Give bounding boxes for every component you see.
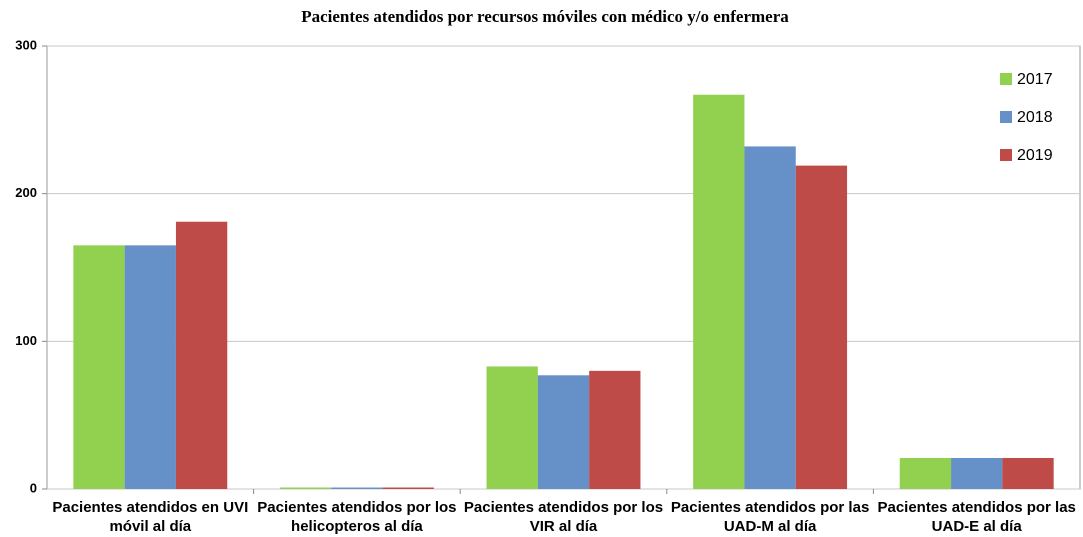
bar xyxy=(1002,457,1054,489)
y-tick-label: 200 xyxy=(15,185,37,200)
x-tick-label: Pacientes atendidos por las UAD-M al día xyxy=(670,499,870,535)
bar xyxy=(486,366,538,489)
bar xyxy=(795,165,848,490)
bar xyxy=(589,370,641,489)
x-tick-label: Pacientes atendidos por las UAD-E al día xyxy=(877,499,1076,535)
x-tick-label: Pacientes atendidos en UVI móvil al día xyxy=(52,499,249,535)
y-tick-label: 0 xyxy=(30,480,37,495)
bar xyxy=(124,245,176,489)
legend-label: 2017 xyxy=(1017,71,1053,88)
bar xyxy=(951,457,1003,489)
bar xyxy=(73,245,125,489)
legend-label: 2019 xyxy=(1017,147,1053,164)
bar xyxy=(537,375,590,489)
x-tick-label: Pacientes atendidos por los VIR al día xyxy=(463,499,664,535)
bar xyxy=(279,487,332,489)
y-tick-label: 300 xyxy=(15,37,37,52)
bar xyxy=(744,146,796,489)
legend-label: 2018 xyxy=(1017,109,1053,126)
x-tick-label: Pacientes atendidos por los helicopteros… xyxy=(257,499,457,535)
bar xyxy=(693,94,745,489)
bar xyxy=(382,487,434,489)
legend-swatch xyxy=(1000,149,1012,161)
bar xyxy=(331,487,383,489)
bar xyxy=(175,221,228,489)
legend-swatch xyxy=(1000,111,1012,123)
chart-title: Pacientes atendidos por recursos móviles… xyxy=(301,7,789,26)
y-tick-label: 100 xyxy=(15,333,37,348)
legend-swatch xyxy=(1000,73,1012,85)
bar xyxy=(899,457,952,489)
